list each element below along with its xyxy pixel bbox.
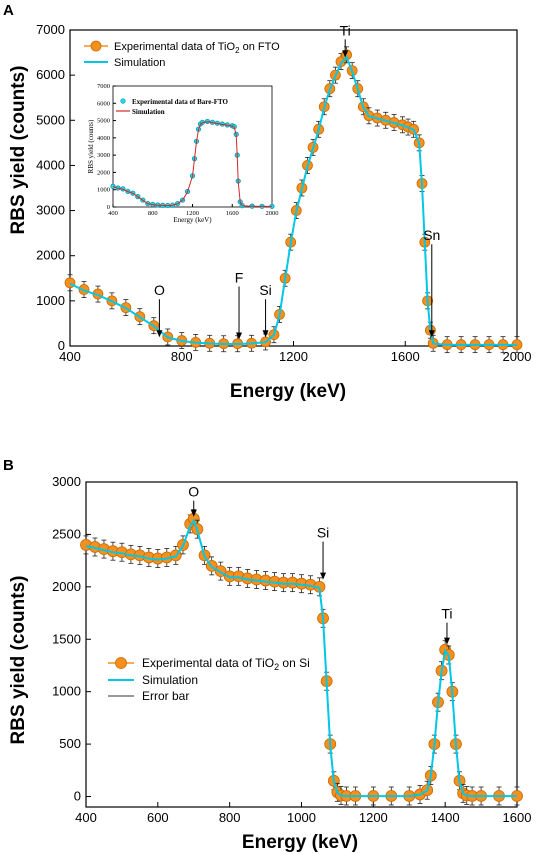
- panel-a-annotation-arrowhead: [156, 330, 163, 338]
- panel-b-ytick-label: 500: [59, 736, 81, 751]
- panel-b-annotations: O Si Ti: [188, 484, 453, 645]
- panel-b-ytick-label: 2000: [52, 579, 81, 594]
- panel-b-ytick-label: 0: [74, 789, 81, 804]
- panel-b: B 400 600 800 1000 1200 1400 1600 0 500 1000 1500 2…: [3, 457, 531, 853]
- legend-a-exp-label: Experimental data of TiO2 on FTO: [114, 41, 280, 55]
- inset-legend-exp-label: Experimental data of Bare-FTO: [132, 98, 229, 106]
- inset-background: [113, 86, 272, 207]
- panel-b-legend: Experimental data of TiO2 on Si Simulati…: [108, 656, 310, 703]
- inset-ylabel: RBS yield (counts): [87, 119, 95, 173]
- panel-a-ytick-label: 2000: [36, 248, 65, 263]
- panel-b-ytick-label: 3000: [52, 474, 81, 489]
- inset-ytick-label: 0: [107, 204, 110, 211]
- panel-b-plot-frame: [85, 481, 518, 808]
- legend-b-exp-label: Experimental data of TiO2 on Si: [142, 656, 310, 672]
- inset-legend-sim-label: Simulation: [132, 108, 165, 116]
- panel-a-xlabel: Energy (keV): [230, 381, 346, 402]
- panel-a-annotations: O F Si Ti Sn: [154, 22, 440, 340]
- panel-a-xtick-label: 400: [59, 349, 81, 364]
- inset-xtick-label: 2000: [266, 210, 279, 217]
- panel-b-xtick-label: 1600: [503, 810, 532, 825]
- panel-a: A 400 800 1200 1600 200001000200030004000500…: [3, 2, 531, 402]
- panel-a-annotation-arrowhead: [428, 330, 435, 338]
- inset-simulation-line: [112, 121, 272, 207]
- panel-b-xtick-label: 1200: [359, 810, 388, 825]
- legend-a-exp-marker: [90, 40, 102, 52]
- inset-xtick-label: 1200: [186, 210, 199, 217]
- panel-b-ytick-label: 1500: [52, 631, 81, 646]
- panel-b-xtick-label: 600: [147, 810, 169, 825]
- panel-a-axes: 400 800 1200 1600 20000100020003000400050006…: [36, 22, 531, 364]
- panel-b-annotation-arrowhead: [320, 572, 327, 580]
- panel-a-marks: [64, 46, 523, 354]
- panel-a-ytick-label: 5000: [36, 112, 65, 127]
- inset-xtick-label: 1600: [226, 210, 239, 217]
- panel-b-annotation-arrowhead: [190, 509, 197, 517]
- legend-b-sim-label: Simulation: [142, 673, 198, 687]
- inset-ytick-label: 2000: [97, 169, 110, 176]
- panel-a-ytick-label: 7000: [36, 22, 65, 37]
- inset-data-point: [110, 183, 116, 189]
- panel-b-ylabel: RBS yield (counts): [8, 576, 29, 745]
- panel-a-ytick-label: 4000: [36, 157, 65, 172]
- legend-b-err-label: Error bar: [142, 689, 189, 703]
- inset-legend-exp-marker: [120, 98, 126, 104]
- panel-b-ytick-label: 1000: [52, 684, 81, 699]
- panel-a-letter: A: [3, 2, 14, 19]
- panel-a-ytick-label: 1000: [36, 293, 65, 308]
- panel-b-annotation-arrowhead: [443, 637, 450, 645]
- panel-b-xlabel: Energy (keV): [242, 832, 358, 853]
- panel-b-annotation-label: Si: [317, 525, 329, 541]
- panel-a-xtick-label: 1200: [279, 349, 308, 364]
- panel-a-legend: Experimental data of TiO2 on FTO Simulat…: [84, 40, 280, 69]
- inset-ytick-label: 5000: [97, 118, 110, 125]
- panel-a-ytick-label: 3000: [36, 203, 65, 218]
- panel-a-ytick-label: 0: [58, 338, 65, 353]
- panel-a-annotation-label: F: [235, 269, 244, 285]
- inset-ytick-label: 1000: [97, 187, 110, 194]
- inset-xtick-label: 400: [108, 210, 118, 217]
- panel-b-letter: B: [3, 457, 14, 474]
- panel-a-xtick-label: 1600: [391, 349, 420, 364]
- panel-a-simulation-line: [69, 55, 517, 346]
- inset-xtick-label: 800: [148, 210, 158, 217]
- panel-b-ytick-label: 2500: [52, 526, 81, 541]
- panel-b-xtick-label: 800: [219, 810, 241, 825]
- panel-a-ylabel: RBS yield (counts): [8, 66, 29, 235]
- panel-a-annotation-arrowhead: [342, 50, 349, 58]
- panel-a-inset: 400 800 1200 1600 2000 0 1000 2000 3000 4000 5000 6…: [87, 83, 279, 224]
- inset-ytick-label: 3000: [97, 152, 110, 159]
- panel-b-xtick-label: 1000: [287, 810, 316, 825]
- inset-ytick-label: 7000: [97, 83, 110, 90]
- legend-b-exp-marker: [115, 657, 127, 669]
- panel-b-annotation-label: O: [188, 484, 199, 500]
- panel-a-annotation-arrowhead: [236, 332, 243, 340]
- inset-xlabel: Energy (keV): [173, 216, 212, 224]
- inset-ytick-label: 4000: [97, 135, 110, 142]
- panel-a-ytick-label: 6000: [36, 67, 65, 82]
- legend-a-sim-label: Simulation: [114, 57, 165, 69]
- panel-b-annotation-label: Ti: [441, 606, 452, 622]
- inset-ytick-label: 6000: [97, 100, 110, 107]
- panel-a-annotation-label: Ti: [340, 22, 351, 38]
- panel-a-annotation-label: Sn: [423, 227, 440, 243]
- panel-b-xtick-label: 400: [75, 810, 97, 825]
- panel-a-annotation-label: O: [154, 282, 165, 298]
- panel-a-annotation-arrowhead: [262, 330, 269, 338]
- panel-a-annotation-label: Si: [259, 282, 271, 298]
- panel-b-axes: 400 600 800 1000 1200 1400 1600 0 500 1000 1500 200…: [52, 474, 531, 825]
- panel-b-simulation-line: [85, 518, 517, 798]
- panel-b-marks: [80, 509, 523, 806]
- panel-a-xtick-label: 2000: [503, 349, 532, 364]
- panel-b-xtick-label: 1400: [431, 810, 460, 825]
- panel-a-xtick-label: 800: [171, 349, 193, 364]
